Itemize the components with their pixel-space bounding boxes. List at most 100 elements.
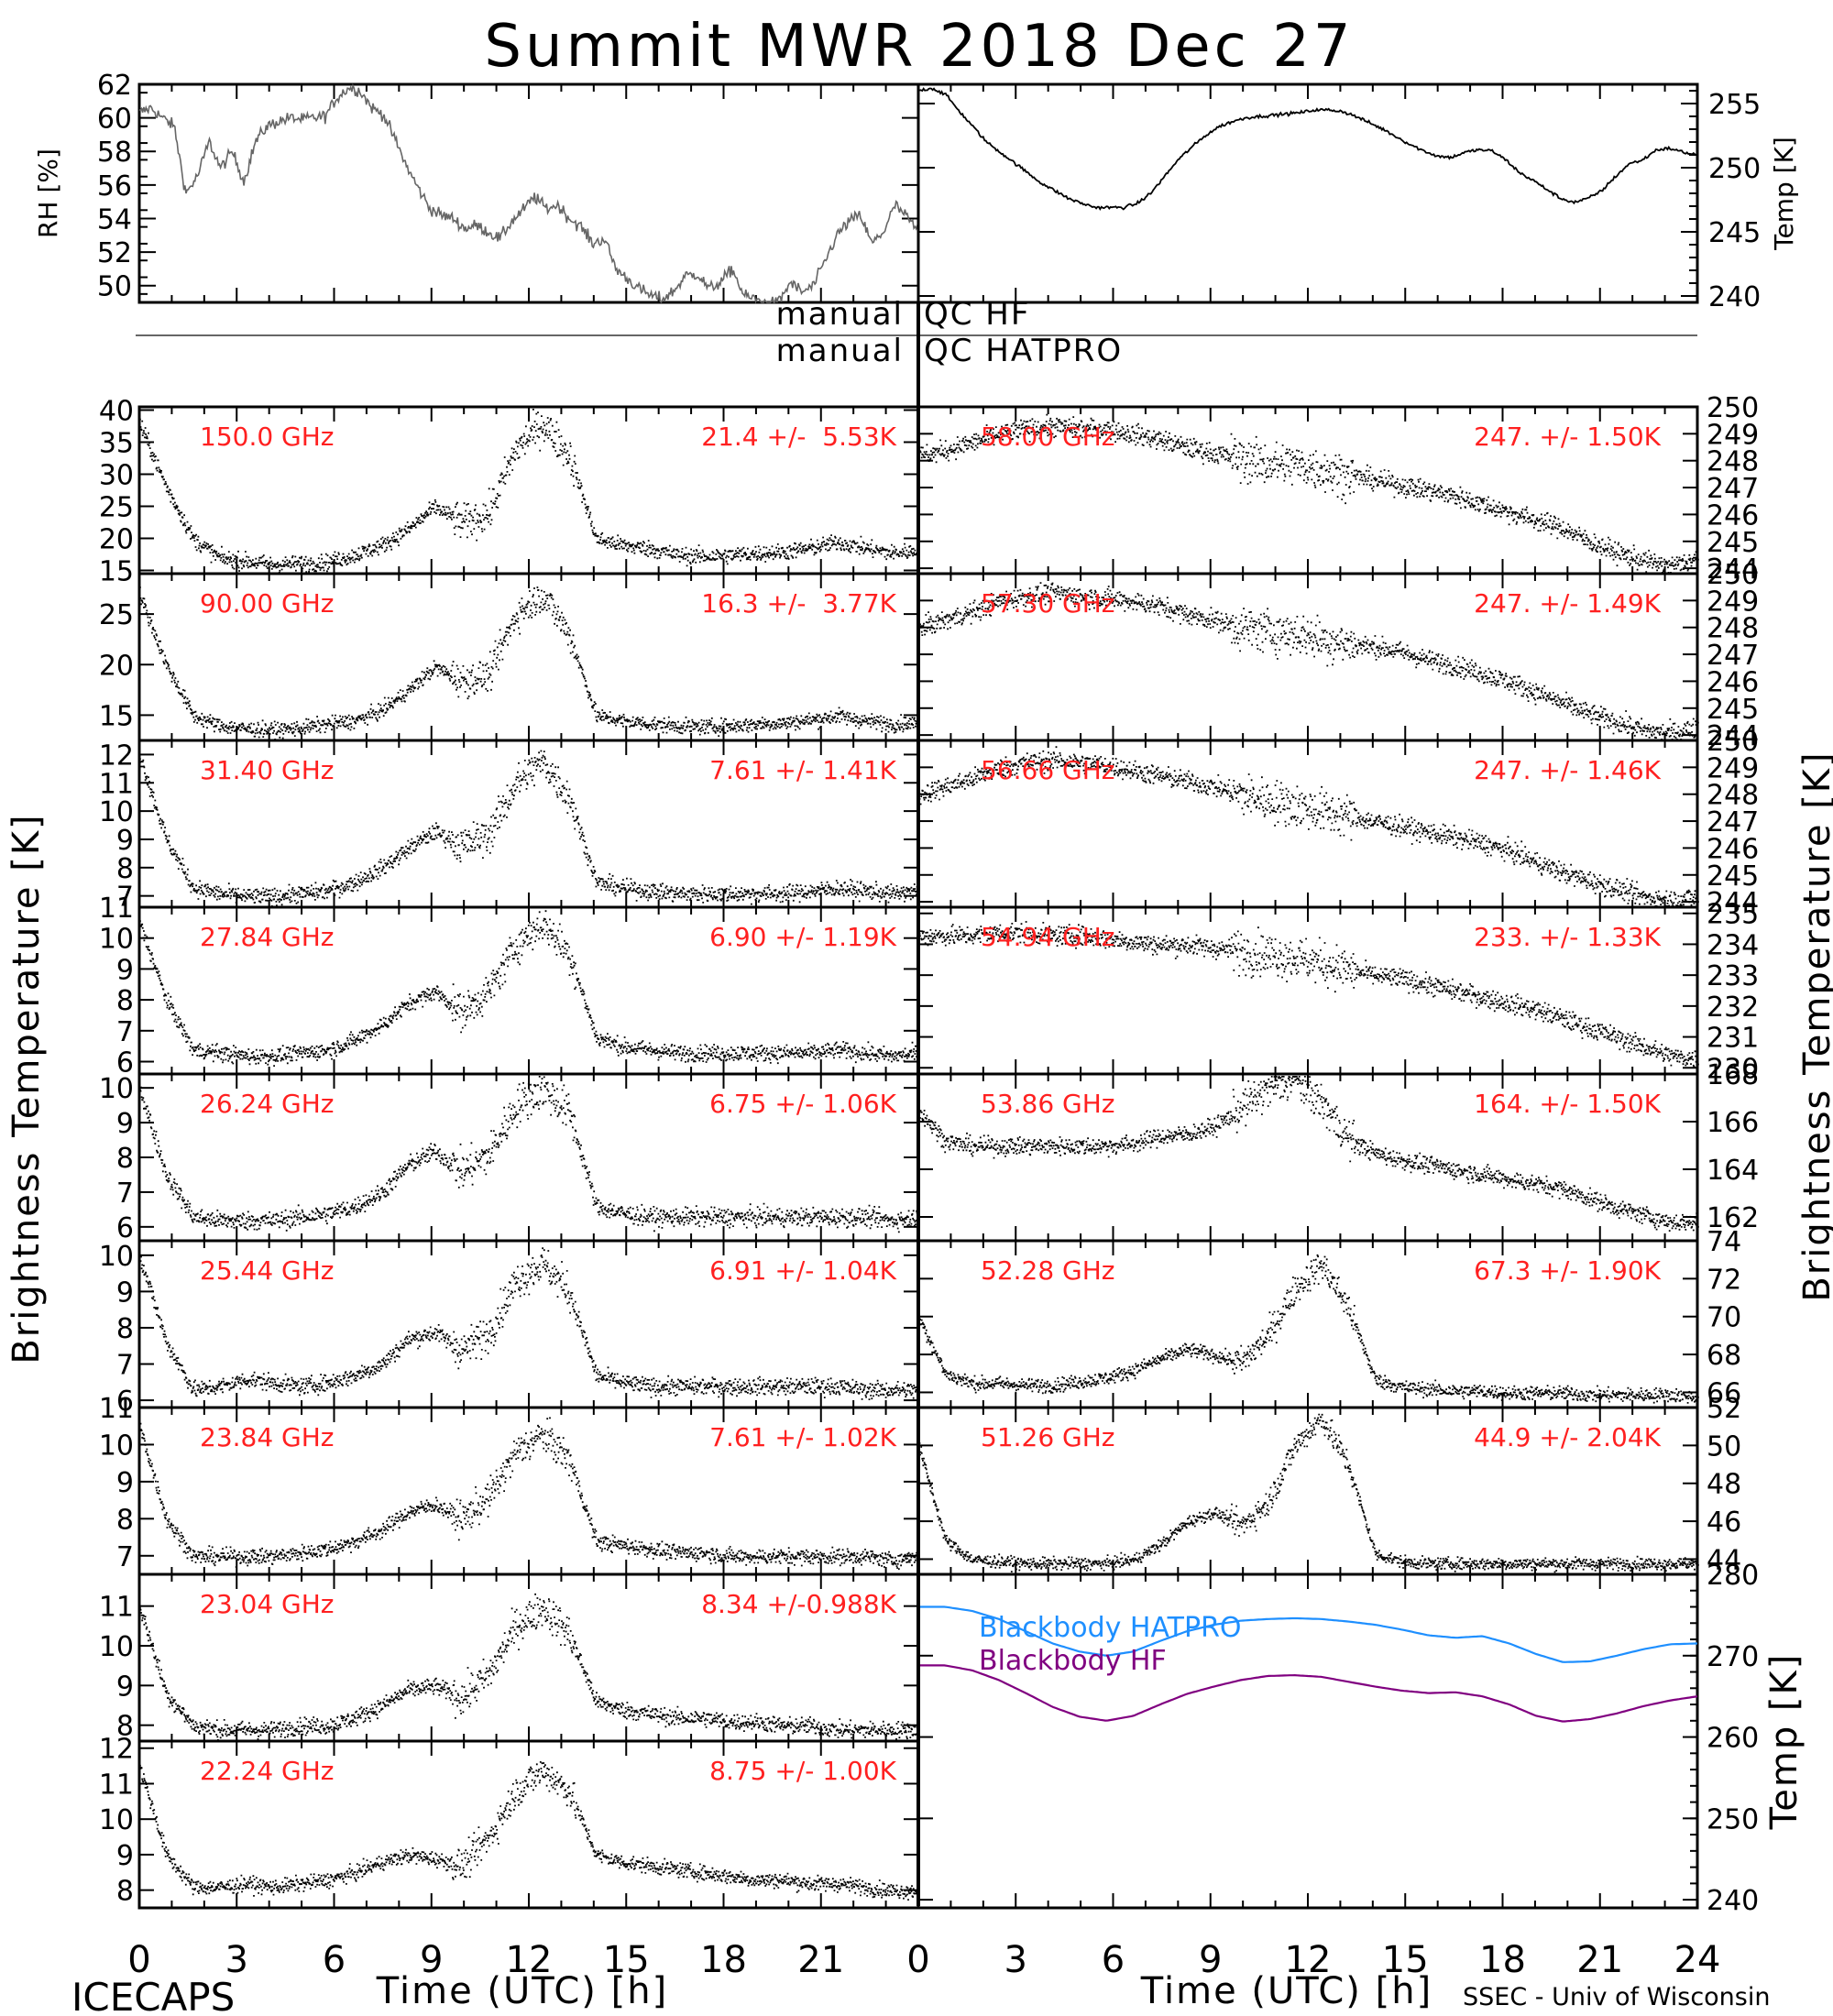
y-tick-label: 15: [99, 700, 134, 732]
channel-name: 25.44 GHz: [200, 1255, 335, 1286]
y-tick-label: 250: [1707, 726, 1759, 758]
y-tick-label: 48: [1707, 1469, 1741, 1501]
channel-name: 54.94 GHz: [981, 922, 1115, 952]
channel-name: 23.84 GHz: [200, 1422, 335, 1452]
x-tick-label: 12: [506, 1939, 553, 1981]
y-tick-label: 11: [99, 893, 134, 925]
y-tick-label: 25: [99, 599, 134, 631]
channel-name: 51.26 GHz: [981, 1422, 1115, 1452]
channel-stats: 6.90 +/- 1.19K: [709, 922, 896, 952]
channel-stats: 164. +/- 1.50K: [1474, 1089, 1661, 1119]
y-tick-label: 246: [1707, 666, 1759, 698]
channel-name: 27.84 GHz: [200, 922, 335, 952]
y-tick-label: 250: [1707, 392, 1759, 424]
y-tick-label: 246: [1707, 499, 1759, 531]
y-tick-label: 248: [1707, 613, 1759, 645]
y-tick-label: 9: [116, 1276, 134, 1309]
x-tick-label: 12: [1285, 1939, 1332, 1981]
channel-name: 26.24 GHz: [200, 1089, 335, 1119]
x-tick-label: 0: [127, 1939, 150, 1981]
y-tick-label: 72: [1707, 1264, 1741, 1296]
y-tick-label: 70: [1707, 1302, 1741, 1334]
y-tick-label: 8: [116, 1711, 134, 1743]
channel-name: 58.00 GHz: [981, 422, 1115, 452]
channel-stats: 247. +/- 1.46K: [1474, 755, 1661, 785]
y-tick-label: 7: [116, 1350, 134, 1382]
temp-tick-label: 255: [1708, 89, 1761, 121]
blackbody-panel: 240 250 260 270 280 Blackbody HATPROBlackbody…: [916, 1560, 1806, 1917]
y-tick-label: 35: [99, 428, 134, 460]
channel-panel-right-6: 44 46 48 50 52 51.26 GHz 44.9 +/- 2.04K: [916, 1393, 1741, 1576]
channel-panel-left-1: 15 20 25 90.00 GHz 16.3 +/- 3.77K: [99, 572, 920, 742]
channel-stats: 8.34 +/-0.988K: [701, 1589, 896, 1619]
channel-stats: 16.3 +/- 3.77K: [701, 588, 896, 619]
y-tick-label: 8: [116, 853, 134, 885]
x-tick-label: 6: [323, 1939, 346, 1981]
series-points: [918, 1076, 1699, 1232]
qc-label-left: manual: [776, 296, 904, 333]
y-tick-label: 8: [116, 1143, 134, 1175]
channel-name: 90.00 GHz: [200, 588, 335, 619]
y-tick-label: 9: [116, 1467, 134, 1499]
rh-axis-label: RH [%]: [33, 148, 63, 238]
y-tick-label: 249: [1707, 752, 1759, 784]
channel-stats: 44.9 +/- 2.04K: [1474, 1422, 1661, 1452]
series-points: [139, 1417, 920, 1571]
qc-bars: manual QC HF manual QC HATPRO: [136, 296, 1697, 407]
y-tick-label: 74: [1707, 1226, 1741, 1258]
rh-tick-label: 52: [97, 237, 132, 269]
y-tick-label: 245: [1707, 860, 1759, 893]
y-tick-label: 6: [116, 1386, 134, 1418]
channel-stats: 247. +/- 1.50K: [1474, 422, 1661, 452]
y-tick-label: 166: [1707, 1107, 1759, 1139]
y-tick-label: 232: [1707, 992, 1759, 1024]
channel-stats: 6.75 +/- 1.06K: [709, 1089, 896, 1119]
y-tick-label: 248: [1707, 780, 1759, 812]
y-tick-label: 40: [99, 396, 134, 428]
x-tick-label: 24: [1674, 1939, 1721, 1981]
channel-name: 150.0 GHz: [200, 422, 335, 452]
x-tick-label: 9: [1199, 1939, 1222, 1981]
y-axis-label-right: Brightness Temperature [K]: [1796, 751, 1833, 1301]
y-tick-label: 15: [99, 556, 134, 588]
y-tick-label: 8: [116, 985, 134, 1017]
y-tick-label: 247: [1707, 640, 1759, 672]
channel-name: 23.04 GHz: [200, 1589, 335, 1619]
rh-tick-label: 60: [97, 104, 132, 136]
x-tick-label: 3: [225, 1939, 248, 1981]
rh-tick-label: 50: [97, 271, 132, 303]
x-tick-label: 15: [1382, 1939, 1429, 1981]
y-tick-label: 235: [1707, 899, 1759, 931]
series-points: [139, 1761, 920, 1901]
channel-stats: 6.91 +/- 1.04K: [709, 1255, 896, 1286]
y-tick-label: 7: [116, 1178, 134, 1210]
y-tick-label: 11: [99, 1592, 134, 1624]
y-tick-label: 8: [116, 1313, 134, 1345]
channel-name: 31.40 GHz: [200, 755, 335, 785]
series-points: [918, 582, 1699, 740]
y-tick-label: 11: [99, 1769, 134, 1801]
y-tick-label: 8: [116, 1504, 134, 1536]
x-tick-label: 3: [1004, 1939, 1027, 1981]
rh-frame: [137, 82, 920, 304]
bb-tick-label: 280: [1707, 1560, 1759, 1592]
y-tick-label: 231: [1707, 1023, 1759, 1055]
y-tick-label: 10: [99, 1631, 134, 1663]
y-tick-label: 249: [1707, 419, 1759, 451]
series-points: [918, 1254, 1699, 1404]
y-tick-label: 8: [116, 1876, 134, 1908]
y-tick-label: 244: [1707, 553, 1759, 586]
y-tick-label: 25: [99, 492, 134, 524]
channel-stats: 247. +/- 1.49K: [1474, 588, 1661, 619]
y-tick-label: 30: [99, 460, 134, 492]
